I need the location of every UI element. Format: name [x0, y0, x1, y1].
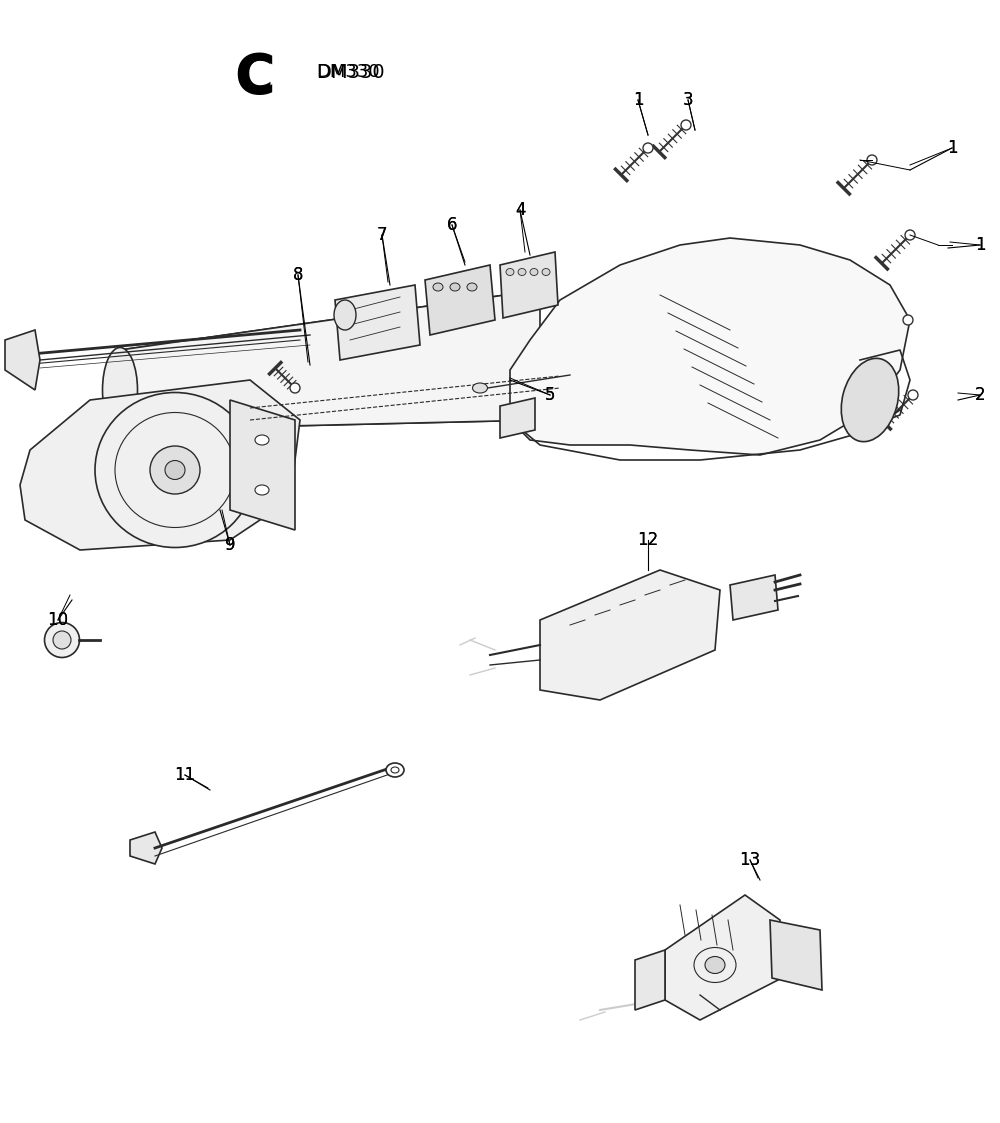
Ellipse shape [255, 435, 269, 445]
Ellipse shape [386, 763, 404, 777]
Ellipse shape [467, 283, 477, 291]
Text: 9: 9 [225, 536, 235, 554]
Text: 3: 3 [683, 91, 693, 109]
Ellipse shape [506, 268, 514, 275]
Polygon shape [130, 832, 162, 864]
Text: 1: 1 [633, 91, 643, 109]
Text: 7: 7 [377, 226, 387, 244]
Text: 1: 1 [633, 91, 643, 109]
Circle shape [867, 155, 877, 165]
Ellipse shape [705, 957, 725, 974]
Text: 8: 8 [293, 266, 303, 284]
Circle shape [290, 383, 300, 393]
Ellipse shape [841, 358, 899, 441]
Text: 10: 10 [47, 611, 69, 629]
Polygon shape [635, 950, 665, 1010]
Text: 1: 1 [947, 139, 957, 157]
Text: C: C [235, 51, 275, 104]
Circle shape [643, 143, 653, 153]
Text: 9: 9 [225, 536, 235, 554]
Polygon shape [335, 285, 420, 360]
Ellipse shape [450, 283, 460, 291]
Polygon shape [510, 238, 910, 455]
Text: 12: 12 [637, 531, 659, 549]
Ellipse shape [334, 300, 356, 330]
Ellipse shape [53, 631, 71, 649]
Polygon shape [500, 398, 535, 438]
Ellipse shape [518, 268, 526, 275]
Text: DM330: DM330 [316, 63, 380, 81]
Circle shape [908, 390, 918, 400]
Text: 6: 6 [447, 216, 457, 234]
Text: 2: 2 [975, 386, 985, 404]
Text: 3: 3 [683, 91, 693, 109]
Text: 1: 1 [975, 236, 985, 254]
Text: DM330: DM330 [316, 63, 385, 82]
Text: 1: 1 [947, 139, 957, 157]
Polygon shape [665, 895, 780, 1020]
Circle shape [903, 314, 913, 325]
Text: 12: 12 [637, 531, 659, 549]
Text: 5: 5 [545, 386, 555, 404]
Polygon shape [120, 290, 540, 430]
Text: 8: 8 [293, 266, 303, 284]
Text: 2: 2 [975, 386, 985, 404]
Ellipse shape [103, 347, 138, 432]
Polygon shape [5, 330, 40, 390]
Polygon shape [20, 380, 300, 550]
Text: 4: 4 [515, 201, 525, 219]
Text: 6: 6 [447, 216, 457, 234]
Ellipse shape [542, 268, 550, 275]
Text: 1: 1 [975, 236, 985, 254]
Polygon shape [770, 920, 822, 990]
Ellipse shape [255, 485, 269, 495]
Text: 13: 13 [739, 851, 761, 869]
Ellipse shape [150, 446, 200, 494]
Text: C: C [237, 54, 273, 102]
Text: 10: 10 [47, 611, 69, 629]
Polygon shape [730, 575, 778, 620]
Polygon shape [425, 265, 495, 335]
Text: 11: 11 [174, 766, 196, 784]
Text: 5: 5 [545, 386, 555, 404]
Ellipse shape [44, 622, 80, 657]
Text: 7: 7 [377, 226, 387, 244]
Circle shape [681, 120, 691, 130]
Ellipse shape [530, 268, 538, 275]
Text: 13: 13 [739, 851, 761, 869]
Polygon shape [500, 252, 558, 318]
Ellipse shape [473, 383, 488, 393]
Ellipse shape [165, 460, 185, 480]
Ellipse shape [433, 283, 443, 291]
Circle shape [905, 230, 915, 240]
Ellipse shape [95, 393, 255, 548]
Polygon shape [230, 400, 295, 530]
Ellipse shape [391, 767, 399, 773]
Polygon shape [540, 570, 720, 700]
Text: 11: 11 [174, 766, 196, 784]
Text: 4: 4 [515, 201, 525, 219]
